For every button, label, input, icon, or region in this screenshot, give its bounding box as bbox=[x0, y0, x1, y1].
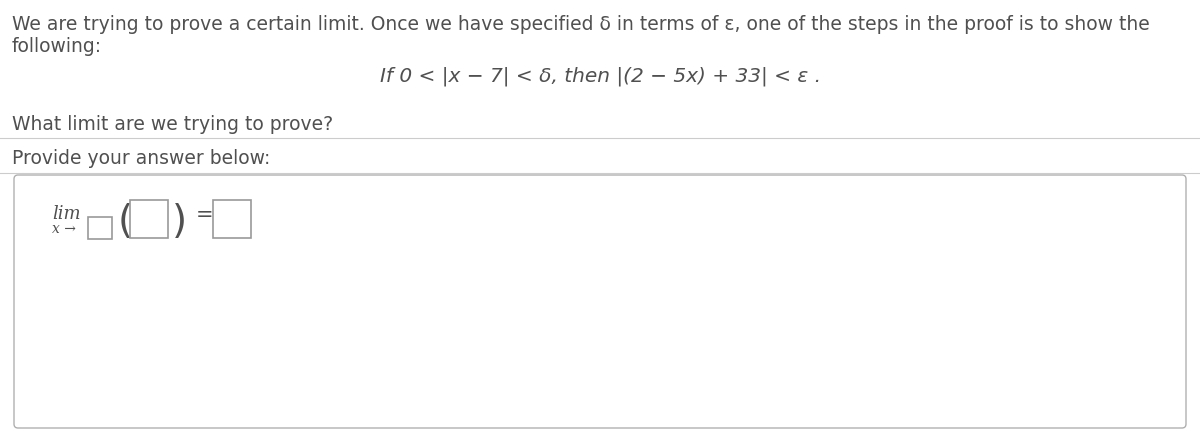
Text: ): ) bbox=[172, 203, 187, 240]
Text: If 0 < |x − 7| < δ, then |(2 − 5x) + 33| < ε .: If 0 < |x − 7| < δ, then |(2 − 5x) + 33|… bbox=[379, 67, 821, 86]
Text: x →: x → bbox=[52, 221, 76, 236]
Bar bbox=[214, 201, 251, 238]
Text: following:: following: bbox=[12, 37, 102, 56]
Text: (: ( bbox=[118, 203, 133, 240]
Text: We are trying to prove a certain limit. Once we have specified δ in terms of ε, : We are trying to prove a certain limit. … bbox=[12, 15, 1150, 34]
Bar bbox=[130, 201, 168, 238]
Text: =: = bbox=[196, 204, 214, 224]
Bar bbox=[88, 217, 112, 240]
Text: lim: lim bbox=[52, 204, 80, 223]
FancyBboxPatch shape bbox=[14, 176, 1186, 428]
Text: What limit are we trying to prove?: What limit are we trying to prove? bbox=[12, 115, 334, 134]
Text: Provide your answer below:: Provide your answer below: bbox=[12, 149, 270, 168]
